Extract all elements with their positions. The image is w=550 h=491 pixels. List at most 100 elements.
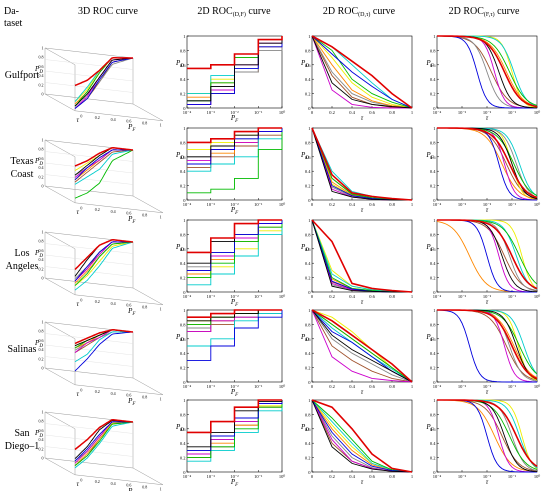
y-tick-label: 0.6	[305, 247, 311, 252]
y-tick-label: 0	[433, 470, 436, 475]
x-tick-label: 10⁻²	[483, 474, 492, 479]
row-labels: Gulfport Texas Coast Los Angeles Salinas San Di…	[5, 70, 40, 452]
series-brown-line	[311, 309, 413, 383]
pf-tick-label: 1	[160, 396, 162, 401]
row-label: Diego–1	[5, 441, 39, 452]
series-red-3d	[74, 147, 134, 167]
y-tick-label: 0	[433, 380, 436, 385]
x-tick-label: 10⁻⁴	[183, 474, 192, 479]
y-tick-label: 0.4	[430, 77, 436, 82]
panel-fT-4: 0 0.2 0.4 0.6 0.8 1 10⁻⁴ 10⁻³ 10⁻² 10⁻¹ 10⁰ PF τ	[425, 308, 540, 396]
x-tick-label: 0	[311, 384, 314, 389]
y-axis-label: PF	[425, 333, 434, 343]
z-tick-label: 0.2	[39, 356, 44, 361]
z-tick-label: 0.2	[39, 266, 44, 271]
tau-axis-label: τ	[77, 116, 80, 124]
x-tick-label: 0	[311, 202, 314, 207]
pf-tick-label: 0.4	[111, 209, 116, 214]
box-edge	[44, 457, 134, 469]
x-tick-label: 0.8	[389, 474, 395, 479]
col-header-3d: 3D ROC curve	[78, 6, 139, 17]
y-tick-label: 0.8	[180, 412, 186, 417]
pf-tick-label: 0	[80, 205, 82, 210]
tau-axis-label: τ	[77, 300, 80, 308]
grid-line	[44, 356, 134, 367]
x-tick-label: 10⁻²	[483, 384, 492, 389]
z-tick-label: 0.8	[39, 55, 44, 60]
z-tick-label: 0.8	[39, 419, 44, 424]
x-tick-label: 10⁻³	[207, 110, 216, 115]
pf-tick-label: 0.2	[95, 207, 100, 212]
y-axis-label: PD	[34, 157, 43, 167]
tau-axis-label: τ	[77, 390, 80, 398]
y-tick-label: 0.2	[180, 184, 186, 189]
x-axis-label: τ	[486, 114, 489, 122]
box-edge	[74, 202, 164, 214]
x-tick-label: 0.4	[349, 474, 355, 479]
header-row: Da- taset 3D ROC curve 2D ROC(D,F) curve…	[4, 6, 520, 29]
y-axis-label: PD	[34, 429, 43, 439]
series-red-3d	[74, 57, 133, 87]
y-tick-label: 0.2	[305, 456, 311, 461]
grid-line	[44, 434, 134, 446]
box-edge	[74, 294, 164, 306]
y-tick-label: 0.6	[180, 247, 186, 252]
x-tick-label: 10⁻⁴	[433, 474, 442, 479]
col-header-df: 2D ROC(D,F) curve	[197, 6, 271, 18]
y-tick-label: 0	[183, 290, 186, 295]
series-cyan-3d	[74, 421, 134, 469]
pf-tick-label: 0.6	[126, 303, 131, 308]
plot-frame	[436, 309, 538, 383]
x-tick-label: 10⁻⁴	[183, 202, 192, 207]
y-axis-label: PD	[300, 151, 309, 161]
x-axis-label: PF	[127, 397, 136, 407]
row-label: Salinas	[8, 344, 37, 355]
x-tick-label: 10⁰	[534, 294, 541, 299]
z-tick-label: 1	[42, 138, 44, 143]
box-edge	[132, 287, 164, 306]
y-tick-label: 1	[433, 398, 435, 403]
series-red-line	[311, 35, 413, 109]
z-tick-label: 0.4	[39, 257, 44, 262]
x-tick-label: 10⁻¹	[254, 384, 263, 389]
series-orange-line	[311, 35, 413, 109]
pf-tick-label: 0	[80, 477, 82, 482]
z-tick-label: 0	[42, 92, 44, 97]
grid-line	[44, 333, 134, 344]
y-axis-label: PD	[300, 59, 309, 69]
y-tick-label: 0.8	[305, 140, 311, 145]
y-tick-label: 0.8	[305, 322, 311, 327]
box-edge	[44, 411, 76, 430]
pf-tick-label: 1	[160, 122, 162, 127]
x-tick-label: 10⁻¹	[508, 202, 517, 207]
y-tick-label: 1	[308, 398, 310, 403]
series-red-line	[187, 36, 283, 70]
x-tick-label: 10⁰	[534, 384, 541, 389]
z-tick-label: 0.6	[39, 64, 44, 69]
x-tick-label: 10⁻²	[483, 202, 492, 207]
x-axis-label: PF	[127, 123, 136, 133]
col-header-ft: 2D ROC(F,τ) curve	[449, 6, 520, 18]
y-tick-label: 0.2	[430, 366, 436, 371]
z-tick-label: 0.8	[39, 329, 44, 334]
grid-line	[44, 70, 134, 82]
series-blue-line	[436, 309, 537, 383]
panel-3d-3: PD τ PF 0 0 0.2 0.2 0.4 0.4 0.6 0.6 0.8 0.8 1 1	[34, 230, 164, 317]
y-tick-label: 0.8	[430, 232, 436, 237]
y-tick-label: 0.4	[180, 261, 186, 266]
z-tick-label: 1	[42, 46, 44, 51]
series-blue-3d	[74, 331, 134, 372]
x-tick-label: 10⁻⁴	[183, 110, 192, 115]
x-tick-label: 10⁻³	[458, 202, 467, 207]
series-red-3d	[74, 329, 134, 345]
y-tick-label: 1	[308, 218, 310, 223]
box-edge	[44, 47, 76, 66]
y-tick-label: 0.4	[180, 351, 186, 356]
y-axis-label: PF	[425, 243, 434, 253]
y-axis-label: PF	[425, 151, 434, 161]
x-tick-label: 0.2	[329, 384, 335, 389]
y-tick-label: 0.8	[305, 412, 311, 417]
x-tick-label: 0.2	[329, 110, 335, 115]
y-tick-label: 0.2	[180, 456, 186, 461]
y-tick-label: 0.4	[305, 351, 311, 356]
